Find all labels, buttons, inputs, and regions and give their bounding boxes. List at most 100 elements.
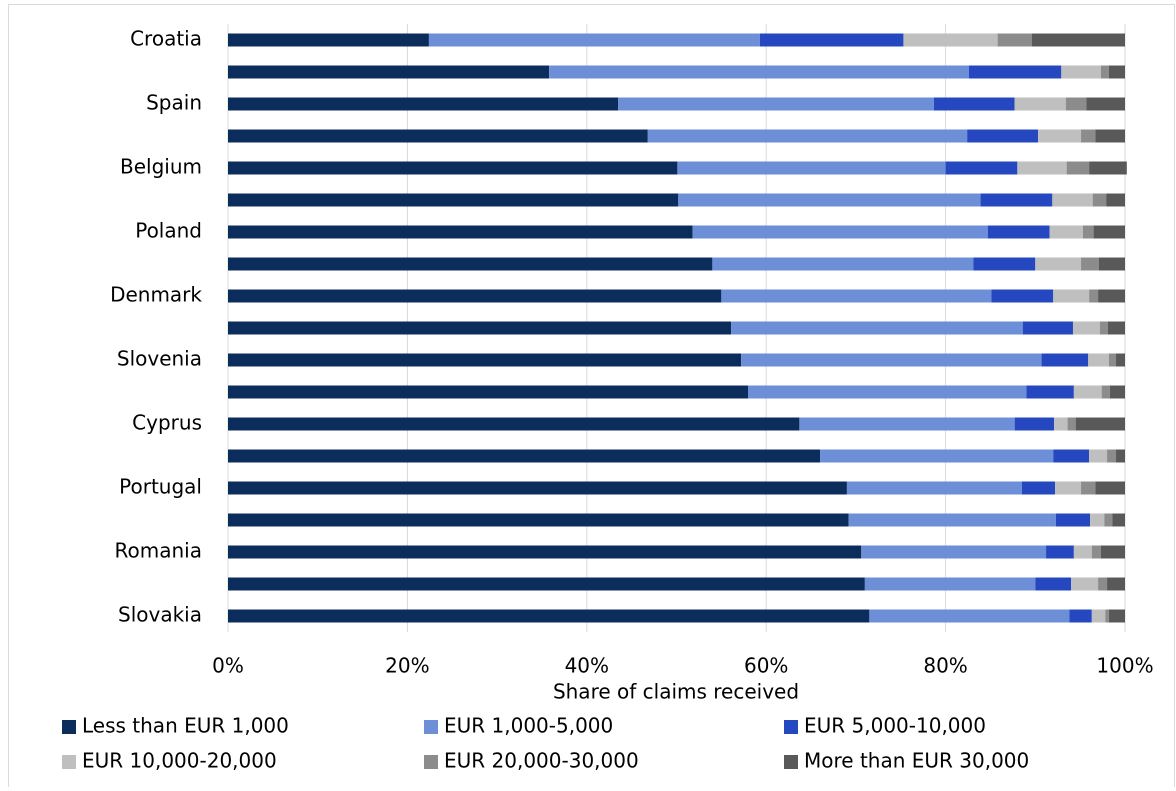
bar-segment (1100, 65, 1109, 79)
bar-segment (748, 385, 1027, 399)
bar-segment (1035, 257, 1082, 271)
bar-segment (759, 33, 904, 47)
bar-segment (1021, 481, 1056, 495)
bar-segment (864, 577, 1036, 591)
bar-segment (1049, 225, 1083, 239)
y-tick-label: Poland (135, 219, 202, 243)
bar-segment (861, 545, 1047, 559)
x-axis-title: Share of claims received (553, 680, 799, 704)
bar-segment (1098, 289, 1125, 303)
bar-segment (228, 289, 722, 303)
bar-segment (1035, 577, 1072, 591)
bar-segment (1098, 577, 1108, 591)
bar-segment (1073, 545, 1092, 559)
bar-segment (846, 481, 1022, 495)
bar-segment (228, 193, 679, 207)
legend-swatch (62, 755, 76, 769)
y-tick-label: Slovenia (117, 347, 202, 371)
bar-segment (869, 609, 1070, 623)
bar-segment (618, 97, 934, 111)
bar-segment (1101, 385, 1110, 399)
bar-segment (933, 97, 1015, 111)
bar-segment (1089, 289, 1099, 303)
bar-segment (228, 65, 550, 79)
bar-segment (987, 225, 1050, 239)
bar-segment (1053, 449, 1090, 463)
bar-segment (991, 289, 1054, 303)
chart-border (8, 4, 1175, 791)
y-tick-label: Romania (115, 539, 202, 563)
bar-segment (1089, 161, 1127, 175)
x-tick-label: 80% (923, 654, 967, 678)
bar-segment (228, 97, 619, 111)
bar-segment (1052, 193, 1093, 207)
legend-label: EUR 20,000-30,000 (444, 749, 639, 773)
legend-swatch (424, 720, 438, 734)
bar-segment (968, 65, 1062, 79)
bar-segment (1026, 385, 1074, 399)
bar-segment (1116, 353, 1125, 367)
bar-segment (228, 449, 821, 463)
bar-segment (731, 321, 1023, 335)
x-tick-label: 100% (1096, 654, 1153, 678)
bar-segment (1069, 609, 1092, 623)
bar-segment (1066, 161, 1090, 175)
bar-segment (1091, 545, 1101, 559)
bar-segment (1022, 321, 1073, 335)
bar-segment (1071, 577, 1099, 591)
bar-segment (1082, 225, 1094, 239)
bar-segment (1017, 161, 1067, 175)
bar-segment (228, 577, 865, 591)
x-tick-label: 60% (744, 654, 788, 678)
bar-segment (1107, 577, 1125, 591)
y-tick-label: Denmark (110, 283, 202, 307)
bar-segment (228, 321, 732, 335)
bar-segment (228, 385, 749, 399)
x-tick-label: 40% (565, 654, 609, 678)
y-tick-label: Spain (146, 91, 202, 115)
y-tick-label: Croatia (130, 27, 202, 51)
legend-swatch (784, 755, 798, 769)
y-tick-label: Cyprus (132, 411, 202, 435)
bar-segment (1072, 321, 1100, 335)
legend-swatch (62, 720, 76, 734)
bar-segment (1014, 97, 1066, 111)
legend-label: Less than EUR 1,000 (82, 714, 289, 738)
bar-segment (799, 417, 1015, 431)
bar-segment (228, 161, 678, 175)
legend-label: More than EUR 30,000 (804, 749, 1029, 773)
bar-segment (1091, 609, 1106, 623)
bar-segment (1081, 129, 1096, 143)
bar-segment (1054, 417, 1068, 431)
bar-segment (973, 257, 1036, 271)
bar-segment (1095, 481, 1125, 495)
bar-segment (228, 545, 862, 559)
bar-segment (1090, 513, 1105, 527)
legend-label: EUR 5,000-10,000 (804, 714, 986, 738)
bar-segment (1093, 225, 1125, 239)
bar-segment (549, 65, 969, 79)
bar-segment (1031, 33, 1125, 47)
bar-segment (228, 257, 713, 271)
legend-swatch (424, 755, 438, 769)
y-tick-label: Slovakia (118, 603, 202, 627)
bar-segment (1061, 65, 1101, 79)
bar-segment (1089, 449, 1108, 463)
bar-segment (1088, 353, 1109, 367)
bar-segment (428, 33, 760, 47)
bar-segment (1108, 609, 1125, 623)
bar-segment (1106, 193, 1125, 207)
bar-segment (677, 161, 946, 175)
bar-segment (1067, 417, 1076, 431)
bar-segment (721, 289, 992, 303)
bar-segment (228, 33, 429, 47)
bar-segment (1081, 481, 1096, 495)
bar-segment (1046, 545, 1074, 559)
bar-segment (1055, 513, 1091, 527)
bar-segment (1108, 353, 1117, 367)
bar-segment (1092, 193, 1107, 207)
bar-segment (945, 161, 1018, 175)
bar-segment (1041, 353, 1089, 367)
bar-segment (1112, 513, 1125, 527)
bar-segment (1108, 65, 1125, 79)
